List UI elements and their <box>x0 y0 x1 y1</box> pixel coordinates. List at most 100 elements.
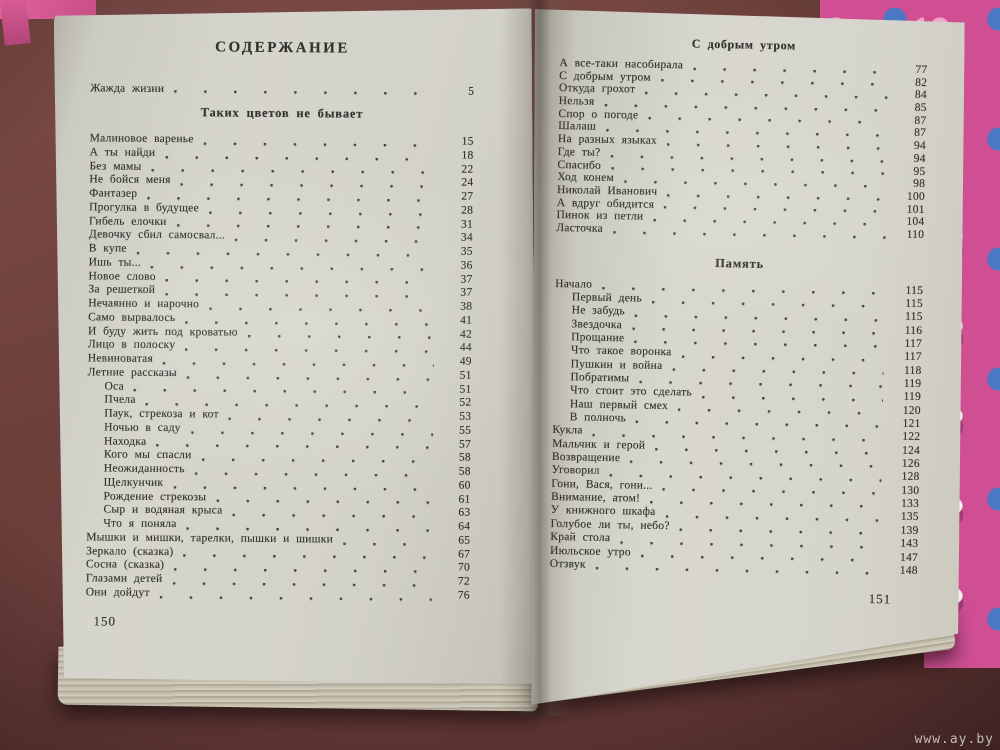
cover-left-edge <box>0 0 31 46</box>
toc-entry-page-number: 100 <box>906 190 926 203</box>
toc-entry-title: Жажда жизни <box>90 82 165 95</box>
toc-entry-page-number: 34 <box>460 231 473 244</box>
toc-entry-title: Мальчик и герой <box>552 437 646 452</box>
toc-entry-title: Наш первый смех <box>569 397 669 412</box>
toc-entry-page-number: 126 <box>901 457 920 471</box>
toc-entry-page-number: 85 <box>914 101 927 115</box>
toc-entry-title: Нельзя <box>558 95 595 108</box>
toc-entry-title: Само вырвалось <box>88 311 176 324</box>
dot-leader <box>203 142 436 148</box>
toc-entry-page-number: 72 <box>457 575 470 588</box>
toc-entry-page-number: 116 <box>904 324 923 337</box>
toc-entry-title: Невиноватая <box>87 352 154 365</box>
toc-entry-title: Что я поняла <box>103 517 177 531</box>
toc-entry-page-number: 35 <box>460 245 473 258</box>
toc-entry-title: Не забудь <box>571 304 626 318</box>
dot-leader <box>194 472 433 478</box>
toc-entry-page-number: 115 <box>905 284 924 297</box>
toc-entry-title: Неожиданность <box>103 462 185 476</box>
toc-entry-page-number: 110 <box>906 228 925 241</box>
dot-leader <box>201 458 433 464</box>
toc-entry-page-number: 115 <box>905 297 923 310</box>
toc-entry-page-number: 115 <box>904 310 923 324</box>
dot-leader <box>209 307 435 313</box>
toc-entry-title: Находка <box>104 434 147 448</box>
dot-leader <box>232 513 433 519</box>
toc-entry-page-number: 58 <box>458 465 471 478</box>
watermark-text: www.ay.by <box>914 732 994 747</box>
toc-entry-title: В полночь <box>569 411 627 425</box>
toc-entry-title: Откуда грохот <box>558 82 636 96</box>
toc-entry-page-number: 28 <box>461 204 474 217</box>
toc-entry-page-number: 64 <box>458 520 471 533</box>
toc-entry-title: Гони, Вася, гони... <box>551 477 653 492</box>
toc-entry-title: Летние рассказы <box>87 366 177 379</box>
toc-entry-title: За решеткой <box>88 283 156 297</box>
toc-entries-left: Малиновое варенье 15 А ты найди 18 Без мамы 2… <box>86 132 474 603</box>
toc-entry-page-number: 119 <box>903 391 922 404</box>
toc-entry-page-number: 38 <box>460 300 473 313</box>
toc-entry-title: Звездочка <box>571 317 623 331</box>
toc-entry-title: Без мамы <box>89 159 142 173</box>
toc-entry-title: Глазами детей <box>85 572 163 585</box>
toc-entry-title: Ласточка <box>556 221 604 235</box>
toc-entry-page-number: 22 <box>461 163 474 176</box>
toc-entry-title: Что такое воронка <box>570 344 672 359</box>
toc-entry-page-number: 51 <box>459 369 472 382</box>
toc-entry-page-number: 65 <box>458 534 471 547</box>
toc-entry-title: Не бойся меня <box>89 173 171 187</box>
toc-entry-title: Уговорил <box>551 464 600 478</box>
toc-entry-page-number: 57 <box>459 438 472 451</box>
toc-entry-title: Прощание <box>571 331 625 345</box>
toc-entry-page-number: 63 <box>458 506 471 519</box>
toc-entry-page-number: 70 <box>457 561 471 574</box>
toc-entry-page-number: 77 <box>915 63 928 77</box>
toc-entry-title: Спасибо <box>557 158 602 172</box>
toc-entry-page-number: 52 <box>459 396 472 409</box>
toc-entry-page-number: 117 <box>904 351 922 364</box>
toc-entry-page-number: 67 <box>458 548 471 561</box>
toc-entry-page-number: 18 <box>461 149 474 162</box>
toc-entry-title: Щелкунчик <box>103 476 164 489</box>
toc-entry-title: Паук, стрекоза и кот <box>104 407 219 421</box>
toc-entry-title: Зеркало (сказка) <box>86 544 174 558</box>
page-number-150: 150 <box>93 612 117 629</box>
toc-entry-title: Что стоит это сделать <box>570 384 693 399</box>
toc-entry-page-number: 117 <box>904 337 923 351</box>
toc-entry-title: А вдруг обидится <box>556 196 655 211</box>
toc-entry-page-number: 84 <box>914 89 928 102</box>
dot-leader <box>235 238 435 244</box>
toc-entry-page-number: 49 <box>459 355 472 368</box>
toc-entry-page-number: 36 <box>460 259 473 272</box>
toc-entry-page-number: 31 <box>460 218 474 231</box>
toc-entry-page-number: 42 <box>459 328 473 341</box>
toc-entry-page-number: 82 <box>915 76 928 89</box>
toc-entry-page-number: 76 <box>457 589 470 602</box>
toc-entry-title: Начало <box>555 277 593 291</box>
toc-entry-page-number: 60 <box>458 479 471 492</box>
toc-entry-title: Внимание, атом! <box>550 491 641 505</box>
toc-entry-page-number: 118 <box>903 364 922 377</box>
toc-entry-title: Край стола <box>550 531 611 545</box>
toc-entry-page-number: 133 <box>900 497 920 511</box>
dot-leader <box>228 417 434 423</box>
toc-entry-title: Прогулка в будущее <box>89 201 199 215</box>
toc-entry-title: Николай Иванович <box>556 183 658 198</box>
toc-entry-title: Ишь ты... <box>88 256 142 269</box>
toc-entry-title: Новое слово <box>88 269 156 283</box>
toc-entry-title: Нечаянно и нарочно <box>88 297 200 311</box>
dot-leader <box>208 210 436 216</box>
toc-entry-title: Сосна (сказка) <box>85 558 165 572</box>
toc-entry-page-number: 101 <box>906 203 925 216</box>
toc-entry-title: Шалаш <box>558 120 597 134</box>
toc-entry-page-number: 44 <box>459 341 472 354</box>
toc-entry-page-number: 135 <box>900 511 919 524</box>
toc-entry-title: Ход конем <box>557 171 615 185</box>
toc-entry-page-number: 104 <box>906 215 925 229</box>
toc-entry-title: И буду жить под кроватью <box>87 324 238 339</box>
toc-entry-title: Побратимы <box>570 371 630 385</box>
toc-entry-page-number: 15 <box>461 135 474 148</box>
toc-entry-title: Кого мы спасли <box>103 448 192 462</box>
toc-entry-page-number: 121 <box>902 417 921 431</box>
dot-leader <box>216 499 433 505</box>
